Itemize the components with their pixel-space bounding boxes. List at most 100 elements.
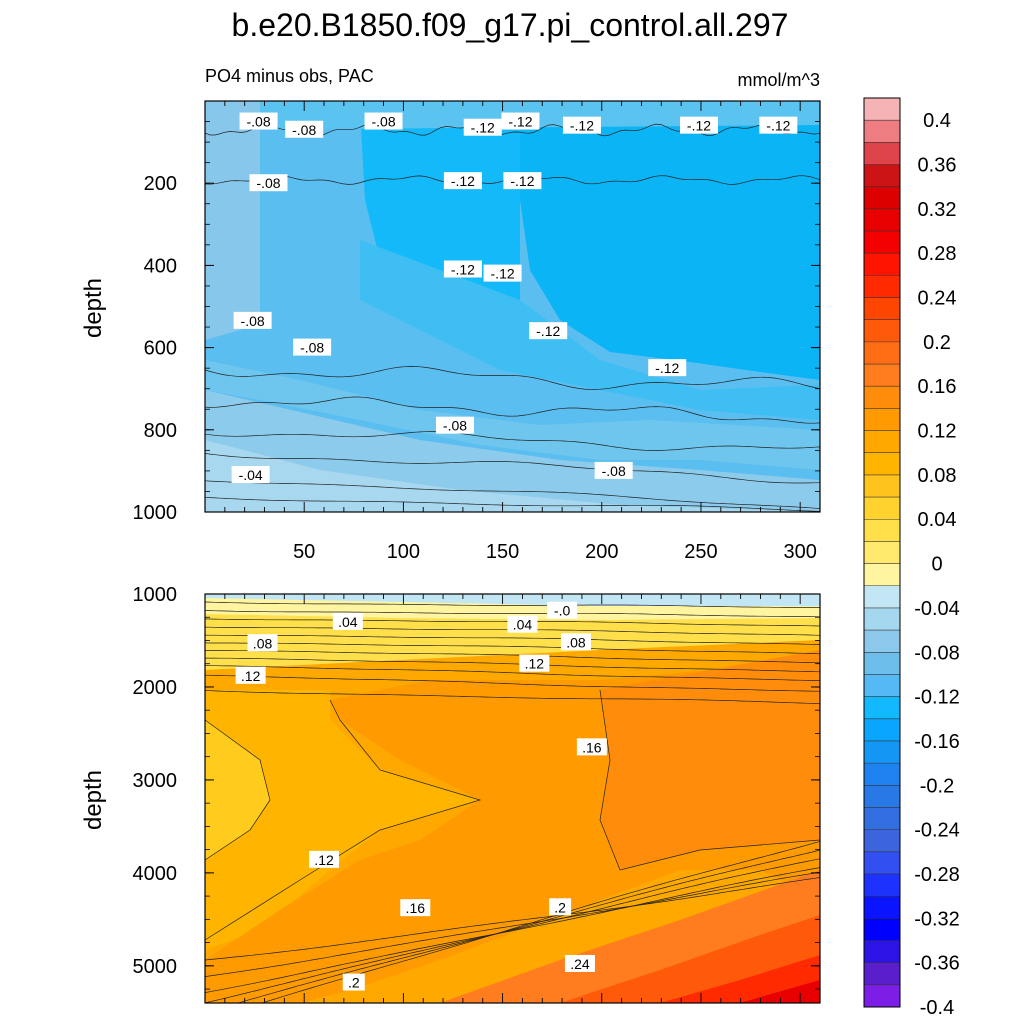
contour-line [260,841,820,1003]
contour-label-bg [400,899,431,917]
colorbar-swatch [864,364,900,387]
colorbar-swatch [864,674,900,698]
colorbar: 0.4 0.36 0.32 0.28 0.24 0.2 0.16 0.12 0.08 0.04 0 -… [863,97,960,1019]
contour-label-text: .12 [525,656,545,672]
colorbar-swatch [864,98,900,121]
colorbar-swatch [864,763,900,786]
contour-label: -.12 [562,116,601,134]
colorbar-swatch [864,896,900,919]
colorbar-label: -0.04 [914,598,960,620]
colorbar-swatch [864,208,900,232]
colorbar-swatch [864,231,900,254]
colorbar-swatch [864,918,900,941]
colorbar-swatch [864,585,900,609]
contour-line [205,674,820,692]
plot-area: .04 -.0 .04 .08 .08 .12 .12 .16 .12 .16 .2 .24 .2 [205,594,820,1003]
contour-label-text: -.12 [570,118,594,134]
colorbar-label: 0.16 [918,376,957,398]
contour-label: -.08 [239,112,278,130]
contour-line [205,480,820,509]
y-tick-label: 1000 [133,584,178,606]
contour-label-bg [443,260,482,278]
contour-fill-region [205,440,820,512]
contour-label: -.08 [594,461,633,479]
colorbar-label: 0.36 [918,155,957,177]
contour-label-text: -.08 [256,175,280,191]
contour-line [205,699,482,941]
colorbar-swatch [864,807,900,831]
contour-label-text: -.08 [371,114,395,130]
colorbar-swatch [864,873,900,897]
colorbar-swatch [864,164,900,188]
contour-label-text: -.12 [451,262,475,278]
contour-label: -.08 [364,112,403,130]
contour-label-text: -.12 [491,266,515,282]
colorbar-label: 0.2 [923,332,951,354]
x-tick-label: 150 [486,541,519,563]
contour-label: .12 [235,666,266,684]
colorbar-swatch [864,541,900,565]
contour-label-text: -.08 [300,340,324,356]
contour-label: -.12 [443,172,482,190]
x-tick-label: 250 [684,541,717,563]
plot-frame [204,593,821,1004]
contour-line [205,665,820,681]
colorbar-label: -0.24 [914,820,960,842]
contour-label-bg [285,120,324,138]
contour-label-text: -.12 [471,120,495,136]
colorbar-swatch [864,630,900,653]
contour-label: .16 [400,899,431,917]
contour-label-bg [594,461,633,479]
contour-line [205,871,820,977]
contour-line [205,366,820,390]
colorbar-label: -0.36 [914,953,960,975]
chart-title: b.e20.B1850.f09_g17.pi_control.all.297 [232,7,789,43]
contour-label-bg [239,112,278,130]
contour-line [205,431,820,451]
contour-label-bg [501,112,540,130]
x-tick-label: 100 [387,541,420,563]
colorbar-label: -0.28 [914,864,960,886]
contour-label-bg [576,738,607,756]
contour-label: .2 [342,973,365,991]
contour-label-bg [549,898,572,916]
contour-label: .08 [247,634,278,652]
colorbar-label: -0.32 [914,908,960,930]
lower-ylabel: depth [80,770,107,830]
contour-label-text: -.12 [510,173,534,189]
contour-label: -.12 [529,322,568,340]
contour-label-text: .16 [582,739,602,755]
contour-label: .04 [507,615,538,633]
contour-label: -.12 [648,359,687,377]
contour-label-text: -.0 [554,603,571,619]
colorbar-swatch [864,940,900,964]
contour-label-bg [679,116,718,134]
contour-label: .2 [549,898,572,916]
contour-line [599,689,820,871]
contour-line [205,610,820,618]
contour-label-text: -.12 [451,173,475,189]
y-tick-label: 400 [144,255,177,277]
contour-label-text: .12 [241,668,261,684]
contour-label: -.12 [759,116,798,134]
contour-label-bg [233,311,272,329]
contour-label-text: .04 [513,617,533,633]
contour-label-bg [562,116,601,134]
contour-fill-region [205,720,270,860]
colorbar-swatch [864,962,900,986]
contour-label-bg [231,466,270,484]
contour-label: .08 [560,633,591,651]
colorbar-label: 0.32 [918,199,957,221]
contour-line [205,601,820,608]
colorbar-swatch [864,829,900,853]
contour-label-bg [443,172,482,190]
colorbar-label: -0.16 [914,731,960,753]
contour-line [205,858,820,1003]
contour-label: -.08 [233,311,272,329]
contour-label-text: .08 [253,635,273,651]
colorbar-swatch [864,319,900,343]
contour-label-text: -.12 [655,360,679,376]
contour-label-text: .08 [566,634,586,650]
plot-area: -.08 -.08 -.08 -.12 -.12 -.12 -.12 -.12 -.08 -.12… [205,101,820,512]
contour-label: -.08 [293,338,332,356]
